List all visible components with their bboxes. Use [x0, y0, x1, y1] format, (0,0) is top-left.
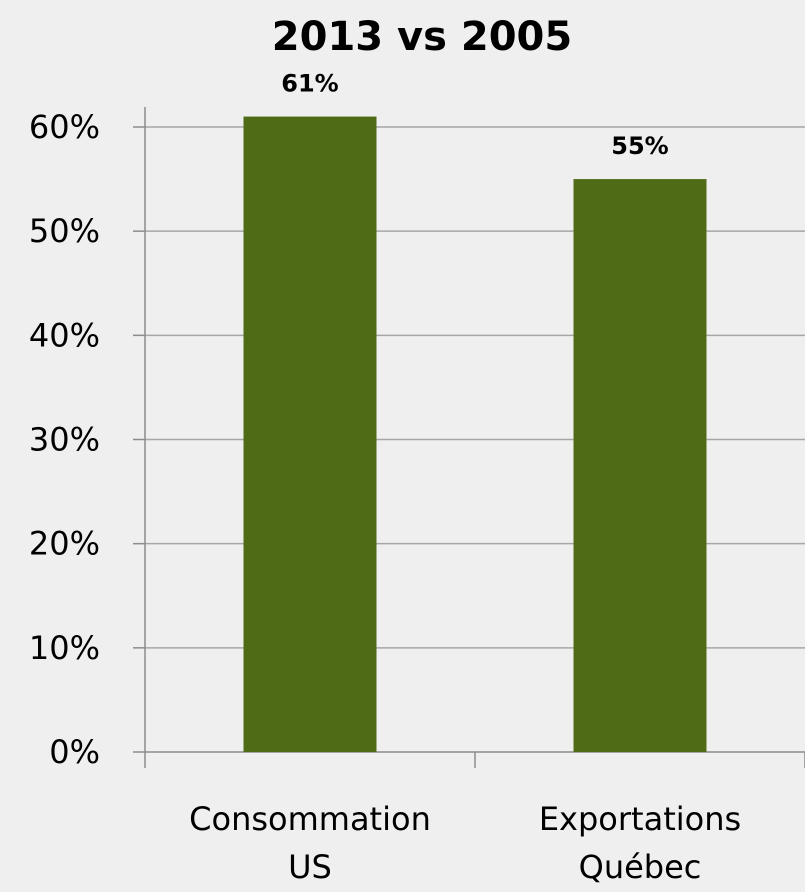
y-tick-label: 40%	[29, 316, 100, 354]
y-tick-label: 30%	[29, 421, 100, 459]
chart-title: 2013 vs 2005	[272, 14, 572, 60]
y-tick-label: 50%	[29, 212, 100, 250]
x-category-label: Québec	[579, 848, 702, 886]
x-category-label: US	[288, 848, 332, 886]
data-label: 61%	[281, 70, 338, 98]
bar	[573, 179, 707, 753]
data-label: 55%	[611, 132, 668, 160]
x-category-label: Exportations	[539, 800, 741, 838]
y-tick-label: 0%	[49, 733, 100, 771]
y-tick-label: 60%	[29, 108, 100, 146]
x-category-label: Consommation	[189, 800, 431, 838]
bars	[243, 116, 707, 753]
bar	[243, 116, 377, 753]
labels: 0% 10% 20% 30% 40% 50% 60% 61% Consommation US 55%…	[29, 70, 741, 886]
y-tick-label: 20%	[29, 525, 100, 563]
y-tick-label: 10%	[29, 629, 100, 667]
